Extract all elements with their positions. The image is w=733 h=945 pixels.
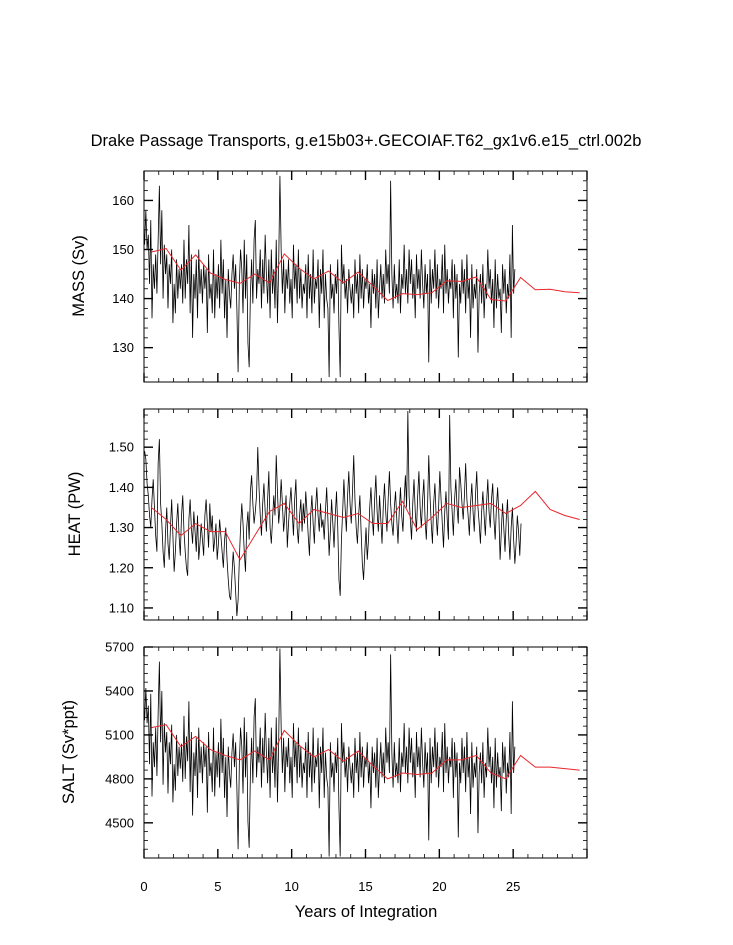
heat-panel: HEAT (PW) 1.10 1.20 1.30 1.40 1.50 [66, 408, 588, 621]
mass-ytick-label: 150 [112, 242, 134, 257]
heat-ylabel: HEAT (PW) [66, 472, 84, 557]
heat-ytick-label: 1.30 [109, 520, 134, 535]
mass-ytick-label: 140 [112, 291, 134, 306]
salt-ytick-label: 4500 [105, 815, 134, 830]
xtick-label: 20 [432, 879, 446, 894]
heat-annual-series [151, 490, 580, 561]
heat-ytick-label: 1.40 [109, 480, 134, 495]
salt-plot-frame [143, 646, 588, 859]
salt-ylabel: SALT (Sv*ppt) [60, 700, 78, 804]
salt-annual-series [151, 724, 580, 780]
mass-ytick-label: 160 [112, 193, 134, 208]
mass-ytick-label: 130 [112, 340, 134, 355]
salt-ytick-label: 4800 [105, 771, 134, 786]
mass-monthly-series [144, 175, 516, 378]
salt-panel: SALT (Sv*ppt) 4500 4800 5100 5400 5700 0 5 10 15… [60, 640, 588, 894]
xtick-label: 25 [506, 879, 520, 894]
xtick-label: 10 [284, 879, 298, 894]
salt-ytick-label: 5700 [105, 640, 134, 655]
salt-ytick-label: 5100 [105, 727, 134, 742]
heat-ytick-label: 1.50 [109, 440, 134, 455]
mass-ylabel: MASS (Sv) [70, 235, 88, 317]
heat-ytick-label: 1.10 [109, 600, 134, 615]
salt-monthly-series [144, 648, 516, 857]
chart-title: Drake Passage Transports, g.e15b03+.GECO… [91, 132, 642, 150]
xtick-label: 15 [358, 879, 372, 894]
xtick-label: 5 [214, 879, 221, 894]
mass-panel: MASS (Sv) 130 140 150 160 [70, 170, 588, 383]
xtick-label: 0 [140, 879, 147, 894]
heat-ytick-label: 1.20 [109, 560, 134, 575]
mass-annual-series [151, 247, 580, 302]
mass-plot-frame [143, 170, 588, 383]
heat-monthly-series [144, 411, 522, 617]
x-axis-label: Years of Integration [295, 903, 438, 921]
salt-ytick-label: 5400 [105, 683, 134, 698]
